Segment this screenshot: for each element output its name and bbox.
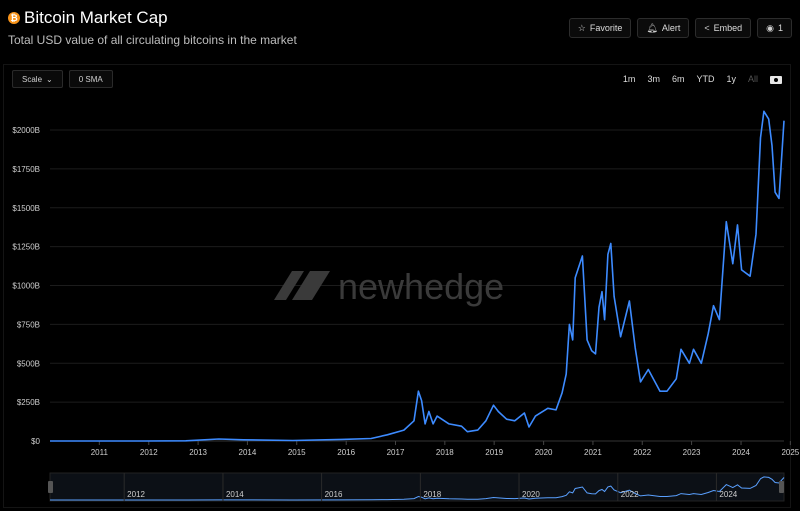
views-count: 1: [777, 23, 783, 33]
watermark-text: newhedge: [338, 266, 504, 307]
navigator-tick-label: 2018: [423, 490, 441, 499]
x-tick-label: 2016: [337, 448, 355, 457]
x-tick-label: 2022: [633, 448, 651, 457]
favorite-button[interactable]: ☆ Favorite: [568, 18, 632, 38]
series-line-market-cap: [50, 110, 785, 442]
scale-label: Scale: [22, 74, 43, 84]
navigator-tick-label: 2020: [522, 490, 540, 499]
page-title: Bitcoin Market Cap: [24, 8, 168, 27]
bitcoin-icon: ₿: [8, 12, 20, 24]
navigator-right-handle[interactable]: [779, 481, 784, 493]
y-tick-label: $1750B: [12, 165, 40, 174]
x-tick-label: 2020: [535, 448, 553, 457]
y-tick-label: $0: [31, 437, 40, 446]
favorite-label: Favorite: [589, 23, 623, 33]
y-tick-label: $1500B: [12, 204, 40, 213]
x-tick-label: 2012: [140, 448, 158, 457]
y-tick-label: $1000B: [12, 282, 40, 291]
navigator-tick-label: 2014: [226, 490, 244, 499]
navigator-left-handle[interactable]: [48, 481, 53, 493]
views-button[interactable]: ◉ 1: [757, 18, 792, 38]
x-tick-label: 2018: [436, 448, 454, 457]
watermark-logo-left: [274, 271, 304, 300]
star-icon: ☆: [577, 22, 586, 33]
range-ytd[interactable]: YTD: [696, 74, 715, 84]
x-tick-label: 2015: [288, 448, 306, 457]
bell-icon: 🔔︎: [646, 22, 658, 33]
x-tick-label: 2017: [387, 448, 405, 457]
x-tick-label: 2021: [584, 448, 602, 457]
share-icon: <: [704, 23, 710, 33]
range-all[interactable]: All: [747, 74, 758, 84]
sma-button[interactable]: 0 SMA: [68, 70, 113, 88]
navigator-tick-label: 2022: [621, 490, 639, 499]
camera-icon[interactable]: [770, 74, 782, 84]
grid-lines: [50, 129, 784, 442]
embed-button[interactable]: < Embed: [695, 18, 752, 38]
newhedge-watermark: newhedge: [274, 266, 504, 307]
embed-label: Embed: [713, 23, 743, 33]
range-1m[interactable]: 1m: [622, 74, 636, 84]
chevron-down-icon: ⌄: [46, 74, 53, 84]
y-tick-label: $750B: [17, 320, 40, 329]
y-tick-label: $2000B: [12, 126, 40, 135]
range-6m[interactable]: 6m: [671, 74, 685, 84]
range-3m[interactable]: 3m: [647, 74, 660, 84]
range-navigator[interactable]: 2012 2014 2016 2018 2020 2022 2024: [48, 472, 785, 502]
x-tick-label: 2019: [485, 448, 503, 457]
y-tick-label: $500B: [17, 359, 40, 368]
range-selector: 1m 3m 6m YTD 1y All: [623, 74, 782, 84]
alert-button[interactable]: 🔔︎ Alert: [637, 18, 690, 38]
page-header: ₿ Bitcoin Market Cap Total USD value of …: [8, 8, 792, 54]
x-axis-ticks: 2011 2012 2013 2014 2015 2016 2017 2018 2019 2020…: [91, 441, 800, 457]
navigator-tick-label: 2012: [127, 490, 145, 499]
scale-dropdown[interactable]: Scale ⌄: [12, 70, 63, 88]
x-tick-label: 2011: [91, 448, 109, 457]
x-tick-label: 2023: [683, 448, 701, 457]
alert-label: Alert: [661, 23, 681, 33]
x-tick-label: 2013: [189, 448, 207, 457]
range-1y[interactable]: 1y: [726, 74, 736, 84]
y-tick-label: $1250B: [12, 243, 40, 252]
title-row: ₿ Bitcoin Market Cap: [8, 8, 792, 28]
x-tick-label: 2024: [732, 448, 750, 457]
y-tick-label: $250B: [17, 398, 40, 407]
action-bar: ☆ Favorite 🔔︎ Alert < Embed ◉ 1: [568, 18, 792, 38]
y-axis-ticks: $0 $250B $500B $750B $1000B $1250B $1500B $1750…: [12, 126, 40, 446]
watermark-logo-right: [292, 271, 330, 300]
page-subtitle: Total USD value of all circulating bitco…: [8, 33, 297, 47]
eye-icon: ◉: [766, 22, 774, 33]
x-tick-label: 2014: [239, 448, 257, 457]
sma-label: 0 SMA: [78, 74, 103, 84]
x-tick-label: 2025: [781, 448, 799, 457]
navigator-ticks: 2012 2014 2016 2018 2020 2022 2024: [123, 473, 738, 501]
navigator-tick-label: 2024: [719, 490, 737, 499]
navigator-tick-label: 2016: [325, 490, 343, 499]
chart-controls: Scale ⌄ 0 SMA: [12, 70, 113, 88]
